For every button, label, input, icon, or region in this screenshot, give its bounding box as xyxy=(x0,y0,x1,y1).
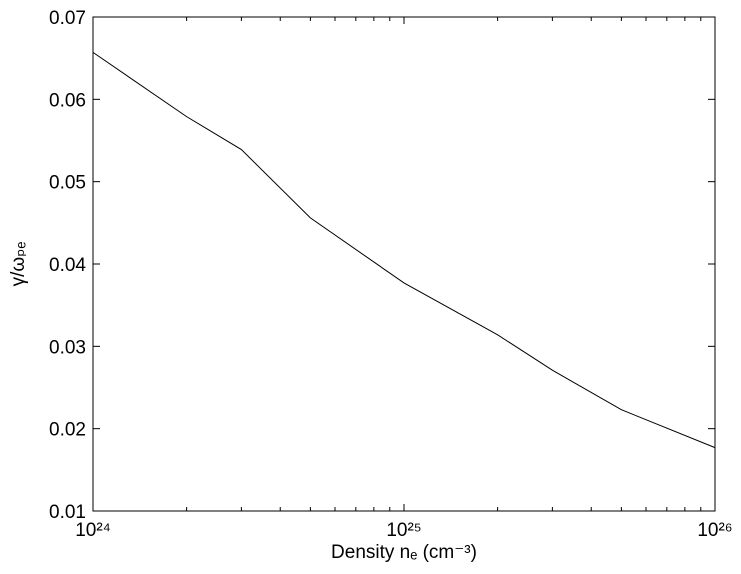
y-axis-label: γ/ωₚₑ xyxy=(8,242,29,287)
x-tick-label: 10²⁶ xyxy=(697,520,732,541)
y-tick-label: 0.02 xyxy=(49,420,86,441)
y-tick-label: 0.03 xyxy=(49,337,86,358)
y-tick-label: 0.01 xyxy=(49,502,86,523)
x-tick-label: 10²⁵ xyxy=(386,520,421,541)
y-tick-label: 0.04 xyxy=(49,255,86,276)
x-tick-label: 10²⁴ xyxy=(75,520,111,541)
y-tick-label: 0.06 xyxy=(49,90,86,111)
plot-frame xyxy=(92,16,716,512)
y-tick-label: 0.07 xyxy=(49,8,86,29)
data-line xyxy=(92,51,716,449)
x-axis-label: Density nₑ (cm⁻³) xyxy=(331,542,477,563)
y-tick-label: 0.05 xyxy=(49,173,86,194)
